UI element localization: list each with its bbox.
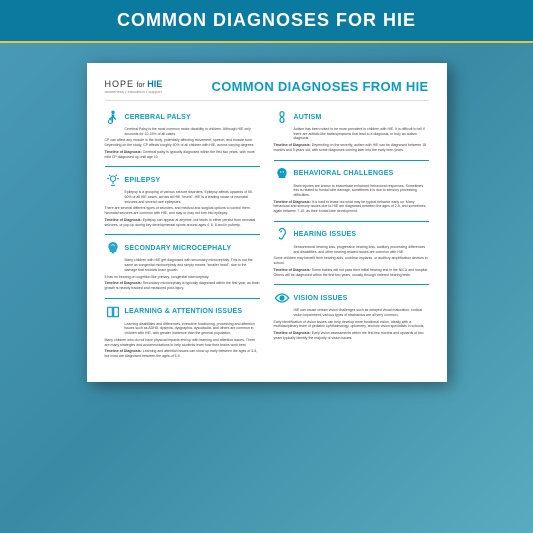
divider bbox=[105, 298, 260, 299]
section-title: EPILEPSY bbox=[125, 177, 161, 184]
section-header: LEARNING & ATTENTION ISSUES bbox=[105, 304, 260, 320]
section-header: BEHAVIORAL CHALLENGES bbox=[274, 166, 429, 182]
section-intro: Cerebral Palsy is the most common motor … bbox=[105, 127, 260, 136]
logo-hope: HOPE bbox=[105, 79, 135, 89]
section-intro: HIE can cause certain vision challenges … bbox=[274, 308, 429, 317]
section: BEHAVIORAL CHALLENGES Brain injuries are … bbox=[274, 166, 429, 214]
banner-title: COMMON DIAGNOSES FOR HIE bbox=[117, 10, 416, 30]
divider bbox=[274, 221, 429, 222]
section-title: BEHAVIORAL CHALLENGES bbox=[294, 170, 394, 177]
section-body: Cerebral Palsy is the most common motor … bbox=[105, 127, 260, 159]
logo-for: for bbox=[137, 82, 145, 89]
section-para: There are several different types of sei… bbox=[105, 206, 260, 215]
section-title: SECONDARY MICROCEPHALY bbox=[125, 245, 232, 252]
section-intro: Epilepsy is a grouping of various seizur… bbox=[105, 190, 260, 204]
doc-title: COMMON DIAGNOSES FROM HIE bbox=[212, 79, 429, 94]
section-timeline: Timeline of Diagnosis: Depending on the … bbox=[274, 143, 429, 152]
section: AUTISM Autism has been noted to be more p… bbox=[274, 109, 429, 153]
section-title: CEREBRAL PALSY bbox=[125, 114, 191, 121]
section-header: VISION ISSUES bbox=[274, 290, 429, 306]
section: CEREBRAL PALSY Cerebral Palsy is the most… bbox=[105, 109, 260, 159]
section-para: Many children who do not have physical i… bbox=[105, 338, 260, 347]
divider bbox=[274, 284, 429, 285]
section-icon bbox=[105, 240, 121, 256]
page-wrap: HOPE for HIE awareness • education • sup… bbox=[0, 43, 533, 402]
section-body: Brain injuries are known to exacerbate e… bbox=[274, 184, 429, 214]
doc-header: HOPE for HIE awareness • education • sup… bbox=[105, 79, 429, 101]
section-timeline: Timeline of Diagnosis: Learning and atte… bbox=[105, 349, 260, 358]
section-intro: Learning disabilities and differences, e… bbox=[105, 322, 260, 336]
section-icon bbox=[274, 290, 290, 306]
section-timeline: Timeline of Diagnosis: Some babies will … bbox=[274, 268, 429, 277]
section-intro: Sensorineural hearing loss, progressive … bbox=[274, 245, 429, 254]
section-timeline: Timeline of Diagnosis: It is hard to tea… bbox=[274, 200, 429, 214]
section-body: Autism has been noted to be more prevale… bbox=[274, 127, 429, 153]
section-timeline: Timeline of Diagnosis: Cerebral palsy is… bbox=[105, 150, 260, 159]
section: VISION ISSUES HIE can cause certain visio… bbox=[274, 290, 429, 340]
columns: CEREBRAL PALSY Cerebral Palsy is the most… bbox=[105, 109, 429, 366]
section-title: HEARING ISSUES bbox=[294, 231, 357, 238]
section-header: CEREBRAL PALSY bbox=[105, 109, 260, 125]
section-icon bbox=[274, 227, 290, 243]
section-para: It has no bearing on cognition like prim… bbox=[105, 275, 260, 280]
divider bbox=[274, 160, 429, 161]
section: EPILEPSY Epilepsy is a grouping of variou… bbox=[105, 172, 260, 227]
section-para: Some children may benefit from hearing a… bbox=[274, 256, 429, 265]
section-body: HIE can cause certain vision challenges … bbox=[274, 308, 429, 340]
section-icon bbox=[105, 304, 121, 320]
section-intro: Many children with HIE get diagnosed wit… bbox=[105, 258, 260, 272]
section-para: Early identification of vision issues ca… bbox=[274, 320, 429, 329]
column-right: AUTISM Autism has been noted to be more p… bbox=[274, 109, 429, 366]
logo-hie: HIE bbox=[147, 79, 162, 89]
section-header: EPILEPSY bbox=[105, 172, 260, 188]
section: HEARING ISSUES Sensorineural hearing loss… bbox=[274, 227, 429, 277]
section-header: HEARING ISSUES bbox=[274, 227, 429, 243]
section-title: VISION ISSUES bbox=[294, 295, 348, 302]
divider bbox=[105, 234, 260, 235]
section-body: Epilepsy is a grouping of various seizur… bbox=[105, 190, 260, 227]
banner: COMMON DIAGNOSES FOR HIE bbox=[0, 0, 533, 43]
section-timeline: Timeline of Diagnosis: Early vision asse… bbox=[274, 331, 429, 340]
section-intro: Brain injuries are known to exacerbate e… bbox=[274, 184, 429, 198]
section-intro: Autism has been noted to be more prevale… bbox=[274, 127, 429, 141]
document: HOPE for HIE awareness • education • sup… bbox=[87, 63, 447, 382]
section-timeline: Timeline of Diagnosis: Epilepsy can appe… bbox=[105, 218, 260, 227]
section-title: AUTISM bbox=[294, 114, 322, 121]
section-body: Many children with HIE get diagnosed wit… bbox=[105, 258, 260, 290]
section: LEARNING & ATTENTION ISSUES Learning disa… bbox=[105, 304, 260, 359]
section-para: CP can affect any muscle in the body, po… bbox=[105, 138, 260, 147]
section-body: Learning disabilities and differences, e… bbox=[105, 322, 260, 359]
logo: HOPE for HIE awareness • education • sup… bbox=[105, 79, 163, 94]
column-left: CEREBRAL PALSY Cerebral Palsy is the most… bbox=[105, 109, 260, 366]
section-timeline: Timeline of Diagnosis: Secondary microce… bbox=[105, 281, 260, 290]
section-title: LEARNING & ATTENTION ISSUES bbox=[125, 308, 243, 315]
section-icon bbox=[105, 109, 121, 125]
section-body: Sensorineural hearing loss, progressive … bbox=[274, 245, 429, 277]
logo-tagline: awareness • education • support bbox=[105, 89, 163, 94]
section-header: SECONDARY MICROCEPHALY bbox=[105, 240, 260, 256]
section-icon bbox=[105, 172, 121, 188]
section-header: AUTISM bbox=[274, 109, 429, 125]
section-icon bbox=[274, 166, 290, 182]
divider bbox=[105, 166, 260, 167]
section-icon bbox=[274, 109, 290, 125]
section: SECONDARY MICROCEPHALY Many children with… bbox=[105, 240, 260, 290]
